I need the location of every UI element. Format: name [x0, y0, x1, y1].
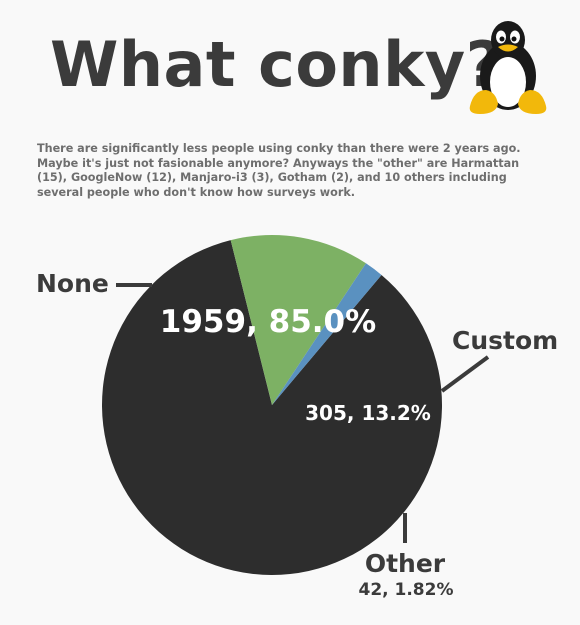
data-label-none: 1959, 85.0% [160, 304, 376, 340]
slice-label-other: Other [365, 549, 446, 578]
pie-slice-custom [230, 234, 366, 405]
data-label-custom: 305, 13.2% [305, 401, 431, 425]
leader-line-custom [440, 355, 490, 393]
chart-subtitle: There are significantly less people usin… [37, 142, 521, 199]
data-label-other: 42, 1.82% [358, 580, 453, 600]
pie-slice-other [272, 263, 382, 405]
slice-label-custom: Custom [452, 326, 558, 355]
tux-penguin-icon [469, 21, 547, 114]
pie-slice-none [102, 240, 443, 575]
chart-title: What conky? [50, 28, 503, 101]
slice-label-none: None [36, 269, 109, 298]
